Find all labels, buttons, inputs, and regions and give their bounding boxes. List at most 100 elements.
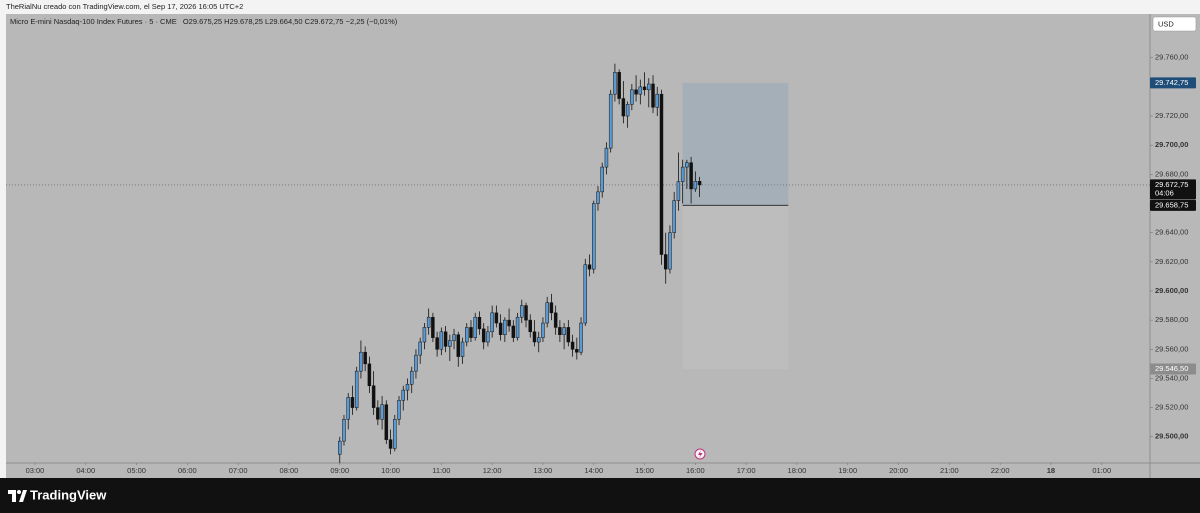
x-tick-label: 07:00 [229, 466, 248, 475]
candle-body [663, 254, 668, 270]
x-tick-label: 06:00 [178, 466, 197, 475]
candle-body [621, 98, 626, 117]
candle-body [418, 341, 422, 356]
candle-body [553, 312, 558, 328]
candle-body [570, 341, 575, 350]
price-tag-label: 29.742,75 [1155, 78, 1188, 87]
candle-body [592, 203, 596, 270]
candle-body [668, 232, 672, 270]
candle-body [388, 439, 393, 449]
y-tick-label: 29.760,00 [1155, 53, 1188, 62]
candle-body [604, 147, 609, 168]
candle-body [642, 86, 647, 91]
time-scale [6, 463, 1150, 478]
legend-value: 29.675,25 [189, 17, 222, 26]
candle-body [575, 349, 579, 353]
candle-body [477, 316, 482, 330]
legend-title: Micro E-mini Nasdaq-100 Index Futures · … [10, 17, 177, 26]
candle-body [465, 327, 469, 343]
position-target-zone [682, 82, 789, 206]
candle-body [393, 419, 397, 449]
price-tag [1150, 77, 1196, 89]
price-tag [1150, 363, 1196, 375]
y-tick-label: 29.720,00 [1155, 111, 1188, 120]
candle-body [596, 191, 600, 204]
candle-body [613, 72, 617, 95]
candle-body [583, 264, 588, 324]
candle-body [617, 72, 621, 99]
event-icon-bolt [698, 450, 703, 459]
candle-body [401, 389, 405, 401]
candle-body [515, 316, 520, 338]
legend-key: O [183, 17, 189, 26]
candle-body [371, 385, 376, 408]
header-text: TheRialNu creado con TradingView.com, el… [6, 2, 243, 11]
x-tick-label: 15:00 [635, 466, 654, 475]
candle-body [651, 83, 655, 108]
candle-body [359, 351, 363, 372]
x-tick-label: 18 [1047, 466, 1055, 475]
legend-value: 29.678,25 [230, 17, 263, 26]
candle-body [367, 363, 372, 386]
x-tick-label: 10:00 [381, 466, 400, 475]
y-tick-label: 29.540,00 [1155, 373, 1188, 382]
y-tick-label: 29.500,00 [1155, 432, 1188, 441]
currency-button[interactable] [1152, 16, 1197, 32]
candle-body [469, 327, 473, 338]
price-tag [1150, 199, 1196, 211]
x-tick-label: 19:00 [838, 466, 857, 475]
countdown: 04:06 [1155, 188, 1174, 197]
plot-area [6, 14, 1150, 463]
candle-body [354, 370, 359, 408]
candle-body [460, 341, 465, 357]
candle-body [524, 305, 528, 321]
candle-body [456, 334, 461, 357]
candle-body [503, 319, 507, 335]
y-tick-label: 29.620,00 [1155, 257, 1188, 266]
logo-slash [19, 490, 27, 502]
candle-body [676, 181, 681, 201]
x-tick-label: 08:00 [280, 466, 299, 475]
candle-body [494, 312, 499, 324]
legend-value: 29.664,50 [269, 17, 302, 26]
price-tag-label: 29.546,50 [1155, 364, 1188, 373]
candle-body [498, 322, 503, 335]
y-tick-label: 29.520,00 [1155, 403, 1188, 412]
x-tick-label: 04:00 [76, 466, 95, 475]
candle-body [697, 181, 702, 186]
candle-body [528, 319, 532, 333]
y-tick-label: 29.680,00 [1155, 169, 1188, 178]
candle-body [481, 328, 486, 343]
candle-body [422, 327, 427, 343]
logo-mark [8, 490, 16, 502]
candle-body [608, 93, 613, 149]
candle-body [689, 162, 693, 190]
x-tick-label: 09:00 [330, 466, 349, 475]
price-tag-label: 29.658,75 [1155, 200, 1188, 209]
candle-body [655, 93, 659, 108]
candle-body [625, 104, 630, 117]
candle-body [490, 312, 494, 333]
candle-body [486, 331, 490, 343]
candles-layer [338, 63, 702, 463]
candle-body [511, 325, 516, 338]
candle-body [659, 93, 664, 255]
currency-label[interactable]: USD [1158, 19, 1174, 28]
axis-layer: 29.500,00 29.520,00 29.540,00 29.560,00 29.5… [26, 53, 1196, 475]
candle-body [536, 337, 541, 343]
candle-body [338, 440, 342, 455]
y-tick-label: 29.580,00 [1155, 315, 1188, 324]
candle-body [630, 89, 634, 105]
logo-dot [17, 490, 21, 494]
y-tick-label: 29.640,00 [1155, 228, 1188, 237]
x-tick-label: 20:00 [889, 466, 908, 475]
x-tick-label: 14:00 [584, 466, 603, 475]
candle-body [600, 166, 604, 193]
candle-body [680, 166, 685, 182]
candle-body [647, 83, 651, 91]
candle-body [435, 337, 439, 350]
candle-body [350, 397, 355, 408]
y-tick-label: 29.560,00 [1155, 344, 1188, 353]
x-tick-label: 22:00 [991, 466, 1010, 475]
